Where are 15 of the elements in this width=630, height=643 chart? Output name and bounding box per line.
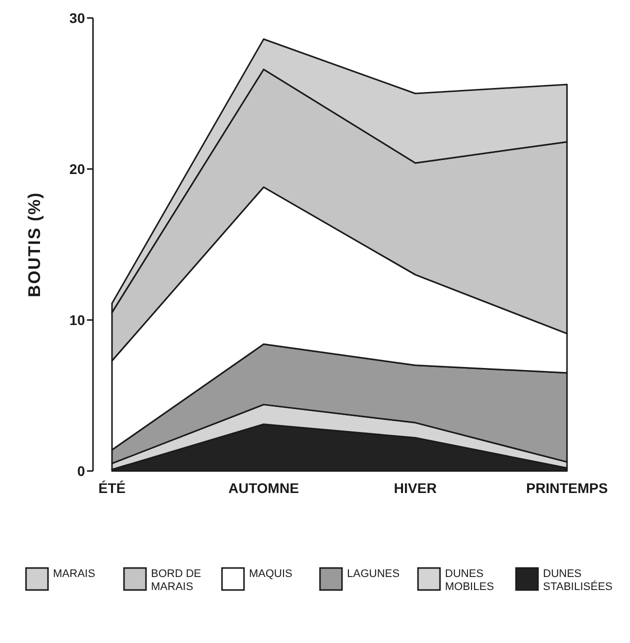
y-tick-label: 30 [69, 10, 86, 26]
y-tick-label: 20 [69, 160, 86, 177]
y-axis-title: BOUTIS (%) [25, 192, 44, 298]
legend-label: DUNES MOBILES [445, 568, 494, 593]
legend-label: DUNES STABILISÉES [543, 568, 612, 593]
x-tick-label: ÉTÉ [98, 480, 126, 496]
legend-label: BORD DE MARAIS [151, 568, 202, 593]
y-tick-label: 0 [77, 462, 86, 479]
legend-label: LAGUNES [347, 568, 400, 580]
x-tick-label: PRINTEMPS [526, 480, 608, 496]
y-tick-label: 10 [69, 312, 86, 328]
x-tick-label: HIVER [394, 480, 437, 496]
legend-label: MAQUIS [249, 568, 292, 580]
legend-label: MARAIS [53, 568, 96, 580]
x-tick-label: AUTOMNE [228, 480, 299, 496]
